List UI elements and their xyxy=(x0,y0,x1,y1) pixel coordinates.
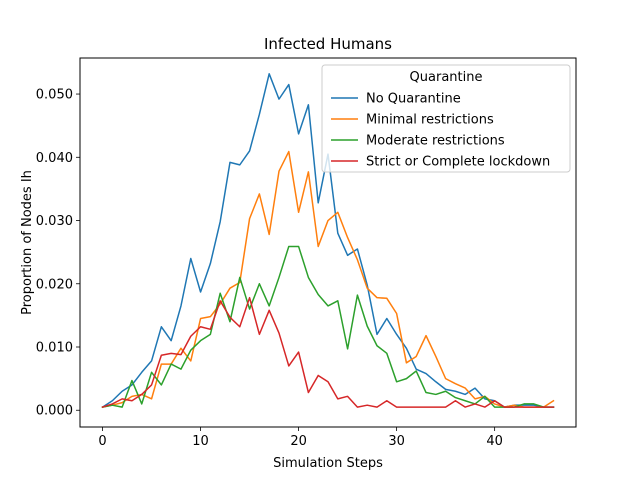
x-tick-label: 20 xyxy=(290,434,307,449)
legend-label-3: Strict or Complete lockdown xyxy=(366,155,550,170)
x-axis: 0 10 20 30 40 xyxy=(98,427,503,449)
series-line-3 xyxy=(101,296,555,409)
y-axis: 0.000 0.010 0.020 0.030 0.040 0.050 xyxy=(36,88,80,419)
legend-box xyxy=(321,64,571,173)
legend: Quarantine No Quarantine Minimal restrict… xyxy=(321,64,571,173)
series-line-2 xyxy=(101,245,555,408)
x-tick-label: 0 xyxy=(98,434,106,449)
legend-label-1: Minimal restrictions xyxy=(366,113,494,128)
y-tick-label: 0.040 xyxy=(36,151,73,166)
y-tick-label: 0.030 xyxy=(36,214,73,229)
legend-title: Quarantine xyxy=(410,70,483,85)
axes-frame xyxy=(79,57,577,428)
y-tick-label: 0.010 xyxy=(36,341,73,356)
legend-label-2: Moderate restrictions xyxy=(366,134,505,149)
legend-label-0: No Quarantine xyxy=(366,92,461,107)
x-axis-label: Simulation Steps xyxy=(273,456,383,471)
y-tick-label: 0.020 xyxy=(36,277,73,292)
x-tick-label: 30 xyxy=(388,434,405,449)
legend-items: No Quarantine Minimal restrictions Moderat… xyxy=(331,92,550,170)
x-tick-label: 10 xyxy=(192,434,209,449)
y-tick-label: 0.050 xyxy=(36,88,73,103)
y-axis-label: Proportion of Nodes Ih xyxy=(20,170,35,315)
x-tick-label: 40 xyxy=(486,434,503,449)
y-tick-label: 0.000 xyxy=(36,404,73,419)
chart-title: Infected Humans xyxy=(264,35,392,53)
